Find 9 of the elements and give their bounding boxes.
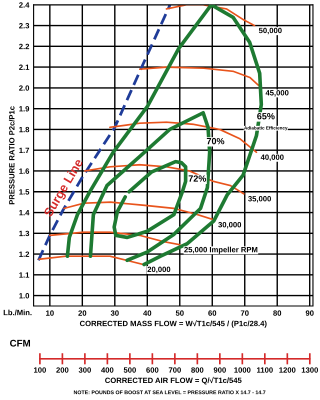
line-series: [37, 4, 172, 262]
annotation: 70%: [206, 138, 224, 144]
annotation: 65%: [257, 113, 275, 120]
line-series: [84, 164, 245, 195]
line-series: [38, 255, 144, 266]
line-series: [112, 160, 188, 240]
text: CFM: [10, 340, 30, 347]
line-series: [49, 231, 181, 246]
annotation: 72%: [188, 175, 206, 182]
